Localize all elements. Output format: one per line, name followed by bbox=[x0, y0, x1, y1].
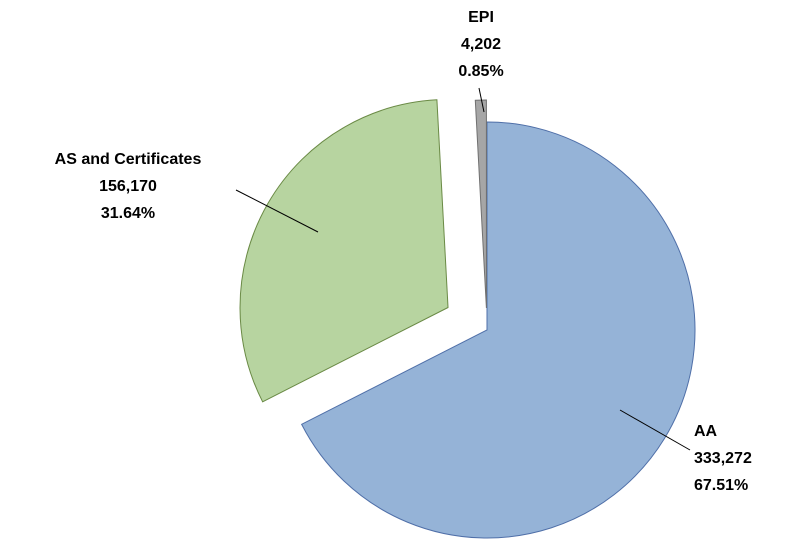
slice-value-label: 4,202 bbox=[461, 36, 501, 53]
pie-slice bbox=[300, 121, 696, 539]
slice-label: EPI bbox=[468, 9, 494, 26]
leader-line bbox=[235, 189, 319, 233]
slice-label: AA bbox=[694, 423, 718, 440]
slice-percent-label: 67.51% bbox=[694, 477, 748, 494]
leader-line bbox=[619, 409, 691, 451]
slice-percent-label: 0.85% bbox=[458, 63, 503, 80]
slice-value-label: 333,272 bbox=[694, 450, 752, 467]
pie-slice bbox=[239, 99, 449, 403]
slice-percent-label: 31.64% bbox=[101, 205, 155, 222]
slice-label: AS and Certificates bbox=[55, 151, 202, 168]
pie-slice bbox=[474, 99, 487, 309]
slice-value-label: 156,170 bbox=[99, 178, 157, 195]
leader-line bbox=[478, 87, 485, 113]
